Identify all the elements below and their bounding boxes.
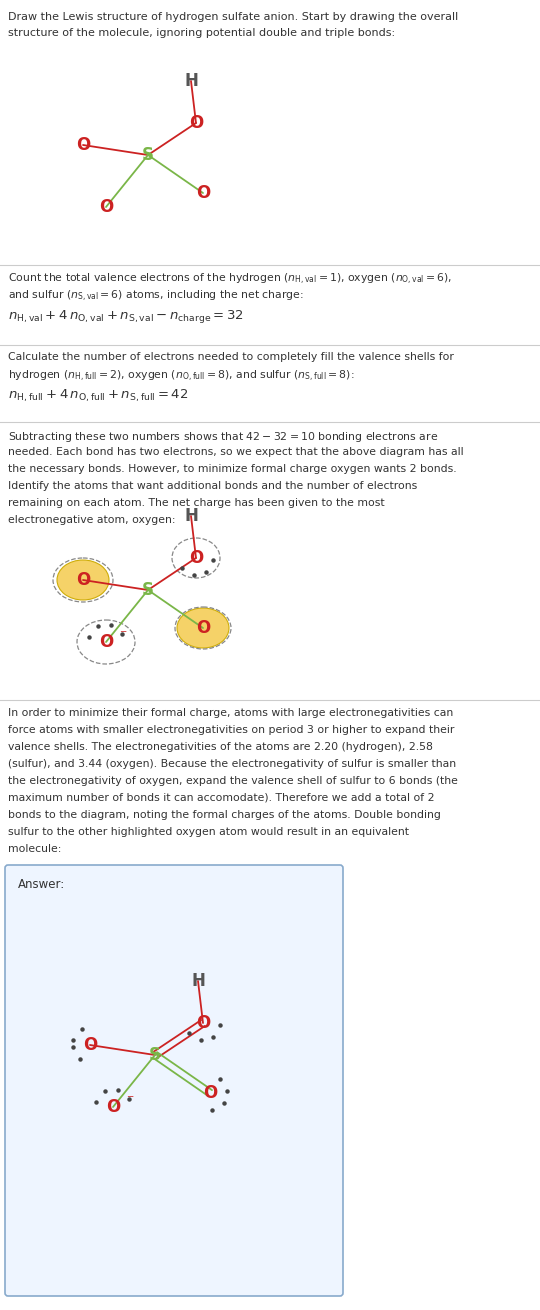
Text: molecule:: molecule:	[8, 844, 62, 854]
Text: structure of the molecule, ignoring potential double and triple bonds:: structure of the molecule, ignoring pote…	[8, 28, 395, 38]
Ellipse shape	[57, 559, 109, 600]
Text: $^{-}$: $^{-}$	[126, 1094, 134, 1107]
Text: Calculate the number of electrons needed to completely fill the valence shells f: Calculate the number of electrons needed…	[8, 352, 454, 362]
Text: O: O	[83, 1036, 97, 1055]
Text: H: H	[191, 972, 205, 990]
Text: O: O	[189, 549, 203, 567]
Text: Subtracting these two numbers shows that $42 - 32 = 10$ bonding electrons are: Subtracting these two numbers shows that…	[8, 430, 438, 444]
Text: O: O	[106, 1098, 120, 1116]
Text: H: H	[184, 507, 198, 525]
Text: electronegative atom, oxygen:: electronegative atom, oxygen:	[8, 515, 176, 525]
Text: bonds to the diagram, noting the formal charges of the atoms. Double bonding: bonds to the diagram, noting the formal …	[8, 810, 441, 820]
Text: O: O	[196, 620, 210, 637]
Text: Count the total valence electrons of the hydrogen ($n_\mathrm{H,val} = 1$), oxyg: Count the total valence electrons of the…	[8, 272, 453, 287]
Text: O: O	[99, 198, 113, 216]
Text: and sulfur ($n_\mathrm{S,val} = 6$) atoms, including the net charge:: and sulfur ($n_\mathrm{S,val} = 6$) atom…	[8, 290, 304, 304]
Text: In order to minimize their formal charge, atoms with large electronegativities c: In order to minimize their formal charge…	[8, 707, 453, 718]
Text: (sulfur), and 3.44 (oxygen). Because the electronegativity of sulfur is smaller : (sulfur), and 3.44 (oxygen). Because the…	[8, 758, 456, 769]
Text: O: O	[203, 1083, 217, 1102]
Text: valence shells. The electronegativities of the atoms are 2.20 (hydrogen), 2.58: valence shells. The electronegativities …	[8, 741, 433, 752]
Text: O: O	[196, 1014, 210, 1032]
Ellipse shape	[177, 608, 229, 648]
Text: the necessary bonds. However, to minimize formal charge oxygen wants 2 bonds.: the necessary bonds. However, to minimiz…	[8, 464, 457, 474]
Text: remaining on each atom. The net charge has been given to the most: remaining on each atom. The net charge h…	[8, 498, 384, 508]
Text: the electronegativity of oxygen, expand the valence shell of sulfur to 6 bonds (: the electronegativity of oxygen, expand …	[8, 776, 458, 786]
Text: Identify the atoms that want additional bonds and the number of electrons: Identify the atoms that want additional …	[8, 481, 417, 491]
Text: needed. Each bond has two electrons, so we expect that the above diagram has all: needed. Each bond has two electrons, so …	[8, 447, 464, 457]
Text: maximum number of bonds it can accomodate). Therefore we add a total of 2: maximum number of bonds it can accomodat…	[8, 793, 435, 803]
Text: Answer:: Answer:	[18, 878, 65, 891]
Text: hydrogen ($n_\mathrm{H,full} = 2$), oxygen ($n_\mathrm{O,full} = 8$), and sulfur: hydrogen ($n_\mathrm{H,full} = 2$), oxyg…	[8, 369, 354, 384]
Text: O: O	[99, 633, 113, 651]
Text: Draw the Lewis structure of hydrogen sulfate anion. Start by drawing the overall: Draw the Lewis structure of hydrogen sul…	[8, 12, 458, 22]
Text: S: S	[142, 145, 154, 164]
Text: O: O	[189, 114, 203, 132]
Text: $n_\mathrm{H,full} + 4\,n_\mathrm{O,full} + n_\mathrm{S,full} = 42$: $n_\mathrm{H,full} + 4\,n_\mathrm{O,full…	[8, 388, 188, 405]
Text: O: O	[76, 571, 90, 590]
Text: O: O	[196, 183, 210, 202]
Text: H: H	[184, 72, 198, 90]
Text: sulfur to the other highlighted oxygen atom would result in an equivalent: sulfur to the other highlighted oxygen a…	[8, 827, 409, 837]
Text: S: S	[149, 1045, 161, 1064]
Text: O: O	[76, 136, 90, 155]
Text: S: S	[142, 582, 154, 599]
Text: $^{-}$: $^{-}$	[119, 629, 127, 642]
Text: force atoms with smaller electronegativities on period 3 or higher to expand the: force atoms with smaller electronegativi…	[8, 724, 454, 735]
FancyBboxPatch shape	[5, 865, 343, 1296]
Text: $n_\mathrm{H,val} + 4\,n_\mathrm{O,val} + n_\mathrm{S,val} - n_\mathrm{charge} =: $n_\mathrm{H,val} + 4\,n_\mathrm{O,val} …	[8, 308, 244, 325]
